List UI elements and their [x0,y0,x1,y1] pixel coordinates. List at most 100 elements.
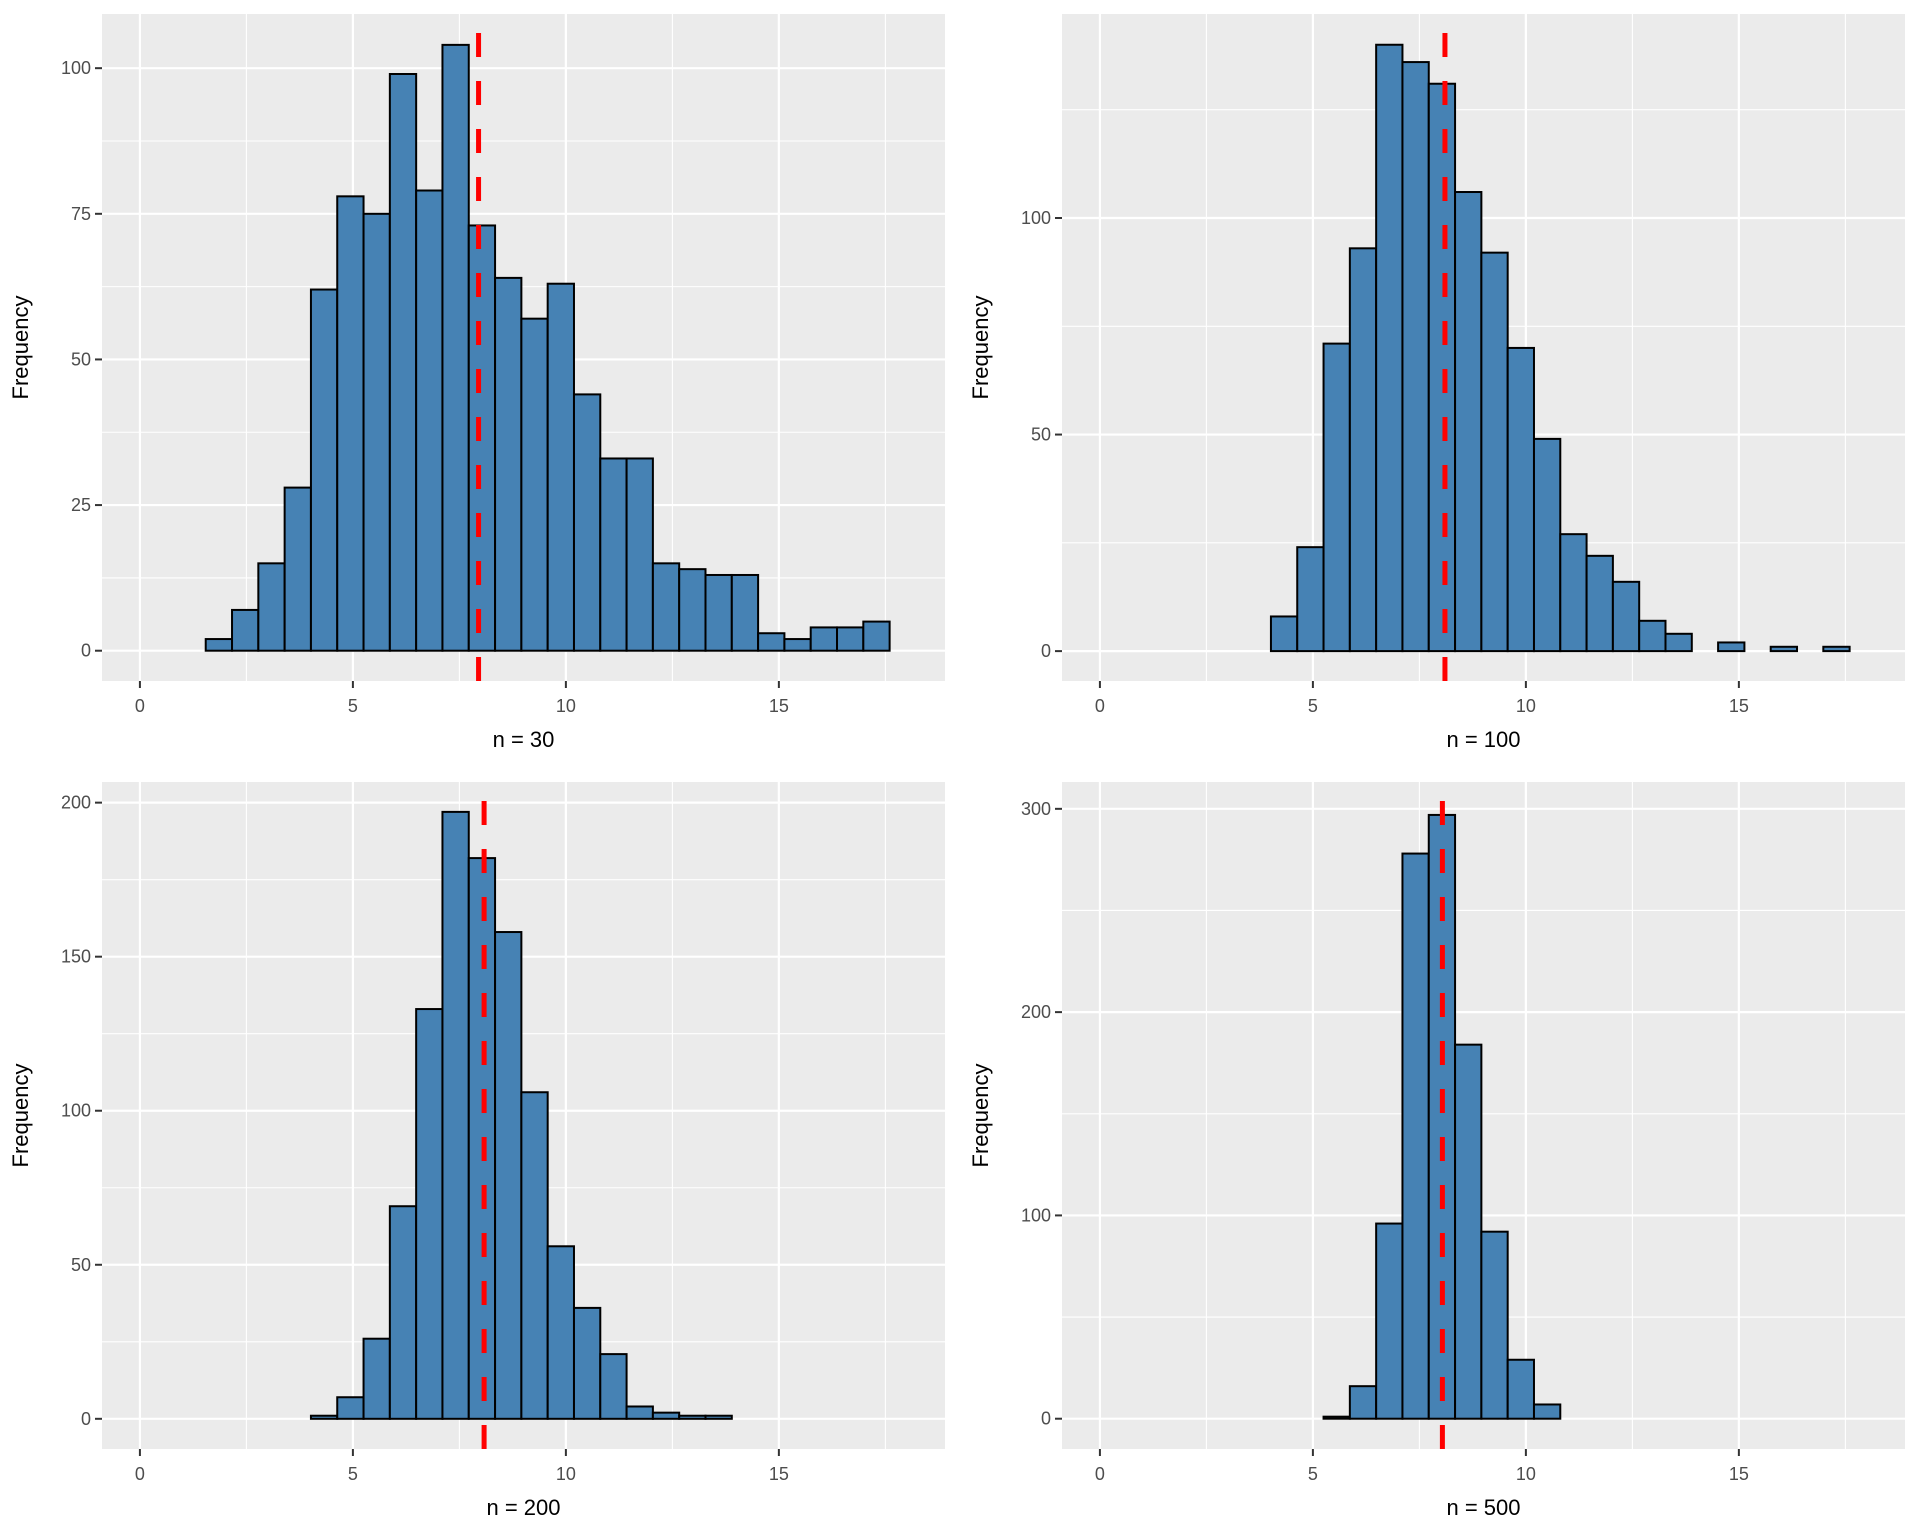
x-tick-label: 15 [769,696,789,716]
histogram-bar [1585,554,1614,653]
histogram-bar [651,1411,681,1420]
histogram-bar [1611,580,1641,653]
y-axis-title: Frequency [8,1064,33,1168]
histogram-bar [1559,533,1588,653]
histogram-bar [415,1008,444,1420]
histogram-bar [520,317,549,652]
histogram-bar [1638,619,1667,653]
x-tick-label: 10 [1516,696,1536,716]
histogram-panel-top-left: 0 25 50 75 100 0 5 10 15 n = 30 Frequency [8,14,945,752]
histogram-bar [1375,43,1404,653]
histogram-panel-bottom-left: 0 50 100 150 200 0 5 10 15 n = 200 Frequency [8,782,945,1520]
x-tick-label: 10 [556,696,576,716]
x-tick-label: 15 [1729,1464,1749,1484]
histogram-bar [388,73,418,652]
y-tick-label: 200 [61,793,91,813]
y-tick-label: 300 [1021,799,1051,819]
histogram-bar [1480,1230,1509,1420]
y-tick-label: 100 [61,58,91,78]
histogram-bar [836,626,865,652]
histogram-bar [415,189,444,652]
histogram-bar [441,810,470,1420]
y-tick-label: 75 [71,204,91,224]
histogram-panel-top-right: 0 50 100 0 5 10 15 n = 100 Frequency [968,14,1905,752]
histogram-bar [1348,247,1378,653]
histogram-bar [809,626,839,652]
histogram-bar [362,1337,391,1420]
y-tick-label: 100 [1021,1205,1051,1225]
y-tick-label: 50 [71,1255,91,1275]
histogram-bar [1348,1385,1378,1420]
histogram-bar [467,224,497,652]
x-tick-label: 0 [135,696,145,716]
x-axis-title: n = 500 [1446,1495,1520,1520]
histogram-bar [1822,645,1851,653]
histogram-bar [388,1205,418,1420]
histogram-bar [651,562,681,652]
y-tick-label: 150 [61,947,91,967]
histogram-bar [783,638,812,652]
x-tick-label: 5 [348,696,358,716]
histogram-bar [704,1414,733,1420]
x-tick-label: 15 [769,1464,789,1484]
x-axis-title: n = 200 [486,1495,560,1520]
x-axis-title: n = 100 [1446,727,1520,752]
histogram-bar [546,282,575,652]
histogram-bar [1769,645,1799,653]
histogram-bar [625,457,654,652]
y-axis-title: Frequency [8,296,33,400]
histogram-panel-bottom-right: 0 100 200 300 0 5 10 15 n = 500 Frequency [968,782,1905,1520]
histogram-bar [678,1414,707,1420]
histogram-bar [441,43,470,652]
histogram-bar [1454,1043,1483,1420]
x-tick-label: 15 [1729,696,1749,716]
histogram-bar [283,486,312,652]
x-tick-label: 0 [1095,1464,1105,1484]
y-tick-label: 0 [1041,1409,1051,1429]
histogram-bar [757,632,786,652]
histogram-bar [1506,346,1535,653]
histogram-bar [704,573,733,652]
histogram-bar [1322,342,1351,653]
histogram-bar [1480,251,1509,653]
y-tick-label: 100 [1021,208,1051,228]
x-tick-label: 5 [1308,696,1318,716]
x-tick-label: 10 [1516,1464,1536,1484]
y-tick-label: 25 [71,495,91,515]
histogram-bar [362,212,391,652]
histogram-bar [494,276,523,652]
y-axis-title: Frequency [968,1064,993,1168]
histogram-bar [599,1353,628,1420]
histogram-bar [730,573,760,652]
histogram-bar [572,393,602,652]
histogram-bar [336,1396,365,1420]
histogram-bar [1532,437,1562,653]
histogram-bar [1296,546,1325,653]
x-tick-label: 5 [1308,1464,1318,1484]
histogram-bar [862,620,891,652]
histogram-bar [520,1091,549,1420]
y-tick-label: 200 [1021,1002,1051,1022]
x-tick-label: 5 [348,1464,358,1484]
histogram-bar [1532,1403,1562,1420]
y-tick-label: 50 [71,349,91,369]
histogram-bar [1454,191,1483,653]
histogram-bar [494,931,523,1420]
histogram-bar [678,568,707,652]
histogram-bar [309,1414,339,1420]
x-tick-label: 0 [1095,696,1105,716]
x-axis-title: n = 30 [493,727,555,752]
y-tick-label: 50 [1031,425,1051,445]
histogram-bar [1375,1222,1404,1420]
histogram-bar [336,195,365,652]
x-tick-label: 10 [556,1464,576,1484]
histogram-bar [1401,61,1430,653]
y-tick-label: 0 [81,1409,91,1429]
y-tick-label: 0 [1041,641,1051,661]
histogram-bar [231,608,260,652]
histogram-bar [257,562,286,652]
x-tick-label: 0 [135,1464,145,1484]
histogram-bar [204,638,234,652]
y-axis-title: Frequency [968,296,993,400]
